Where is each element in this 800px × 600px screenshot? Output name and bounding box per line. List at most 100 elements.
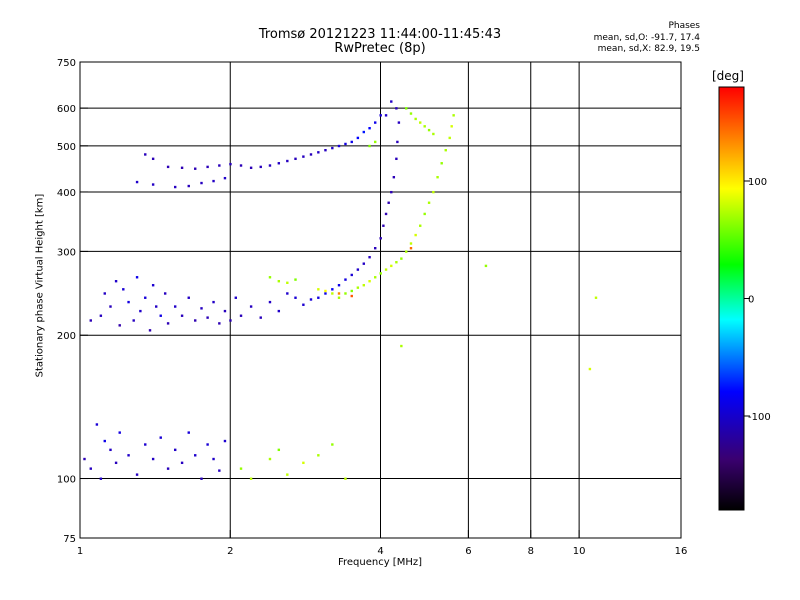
data-point: [344, 477, 347, 480]
data-point: [218, 469, 221, 472]
y-tick-label: 400: [57, 188, 76, 199]
x-tick-label: 1: [77, 546, 83, 557]
x-tick-label: 6: [465, 546, 471, 557]
data-point: [368, 256, 371, 259]
data-point: [268, 300, 272, 304]
data-point: [390, 100, 393, 103]
data-point: [118, 324, 121, 327]
data-point: [594, 296, 598, 299]
data-point: [212, 457, 215, 461]
data-point: [151, 157, 155, 161]
data-point: [239, 314, 243, 317]
data-point: [331, 443, 334, 446]
data-point: [239, 467, 243, 470]
data-point: [395, 261, 398, 264]
data-point: [390, 264, 393, 268]
data-point: [423, 212, 426, 216]
data-point: [324, 289, 327, 293]
data-point: [234, 296, 238, 299]
data-point: [362, 262, 366, 265]
data-point: [173, 448, 177, 452]
data-point: [374, 276, 377, 279]
data-point: [144, 153, 147, 156]
data-point: [206, 443, 209, 446]
y-tick-label: 200: [57, 331, 76, 342]
x-ticks: 1 2 4 6 8 10 16: [77, 530, 688, 557]
data-point: [127, 454, 130, 457]
data-point: [384, 268, 388, 271]
y-tick-label: 100: [57, 475, 76, 486]
data-point: [331, 292, 334, 295]
data-point: [268, 457, 272, 461]
data-point: [151, 284, 155, 287]
y-tick-label: 75: [63, 534, 76, 545]
y-ticks: 75 100 200 300 400 500 600 750: [57, 58, 88, 545]
data-point: [350, 289, 353, 293]
data-point: [194, 167, 197, 170]
data-point: [397, 121, 401, 124]
data-point: [317, 151, 320, 154]
data-point: [166, 165, 170, 169]
data-point: [419, 121, 422, 124]
data-point: [229, 162, 232, 166]
colorbar-ticks: 100 0 -100: [744, 177, 771, 423]
data-point: [277, 162, 281, 165]
data-point: [395, 107, 398, 110]
data-point: [395, 157, 398, 161]
data-point: [427, 201, 431, 204]
data-point: [249, 305, 253, 308]
data-point: [259, 316, 262, 319]
data-point: [151, 183, 155, 186]
colorbar-label: [deg]: [712, 69, 744, 83]
data-point: [109, 448, 112, 452]
data-point: [135, 276, 139, 279]
x-tick-label: 2: [227, 546, 233, 557]
data-point: [356, 136, 360, 140]
data-point: [151, 457, 155, 461]
data-point: [440, 162, 443, 165]
data-point: [122, 288, 125, 291]
data-point: [432, 190, 435, 194]
data-point: [118, 431, 121, 434]
data-point: [302, 303, 305, 306]
data-point: [414, 117, 417, 121]
data-point: [390, 190, 393, 194]
data-point: [173, 305, 177, 308]
x-tick-label: 4: [377, 546, 383, 557]
data-point: [309, 298, 313, 301]
data-point: [99, 477, 103, 480]
data-point: [368, 144, 371, 148]
data-point: [392, 175, 396, 179]
data-point: [419, 224, 422, 227]
data-point: [432, 132, 435, 136]
data-point: [223, 309, 227, 313]
data-point: [337, 292, 341, 295]
data-point: [450, 125, 453, 128]
data-point: [223, 439, 227, 443]
data-point: [379, 114, 382, 117]
data-point: [286, 281, 289, 284]
data-point: [200, 307, 203, 310]
data-points: [83, 100, 598, 480]
data-point: [374, 121, 377, 124]
data-point: [109, 305, 112, 308]
data-point: [409, 247, 413, 250]
data-point: [350, 273, 353, 277]
y-tick-label: 500: [57, 142, 76, 153]
data-point: [103, 439, 106, 443]
data-point: [286, 159, 289, 163]
data-point: [159, 436, 162, 439]
data-point: [173, 185, 177, 189]
data-point: [317, 454, 320, 457]
data-point: [409, 242, 413, 245]
y-tick-label: 300: [57, 247, 76, 258]
data-point: [382, 224, 385, 227]
data-point: [331, 146, 334, 150]
data-point: [423, 125, 426, 128]
data-point: [350, 140, 353, 144]
data-point: [155, 305, 158, 308]
x-tick-label: 16: [675, 546, 688, 557]
data-point: [362, 284, 366, 287]
data-point: [259, 165, 262, 169]
data-point: [448, 136, 451, 140]
